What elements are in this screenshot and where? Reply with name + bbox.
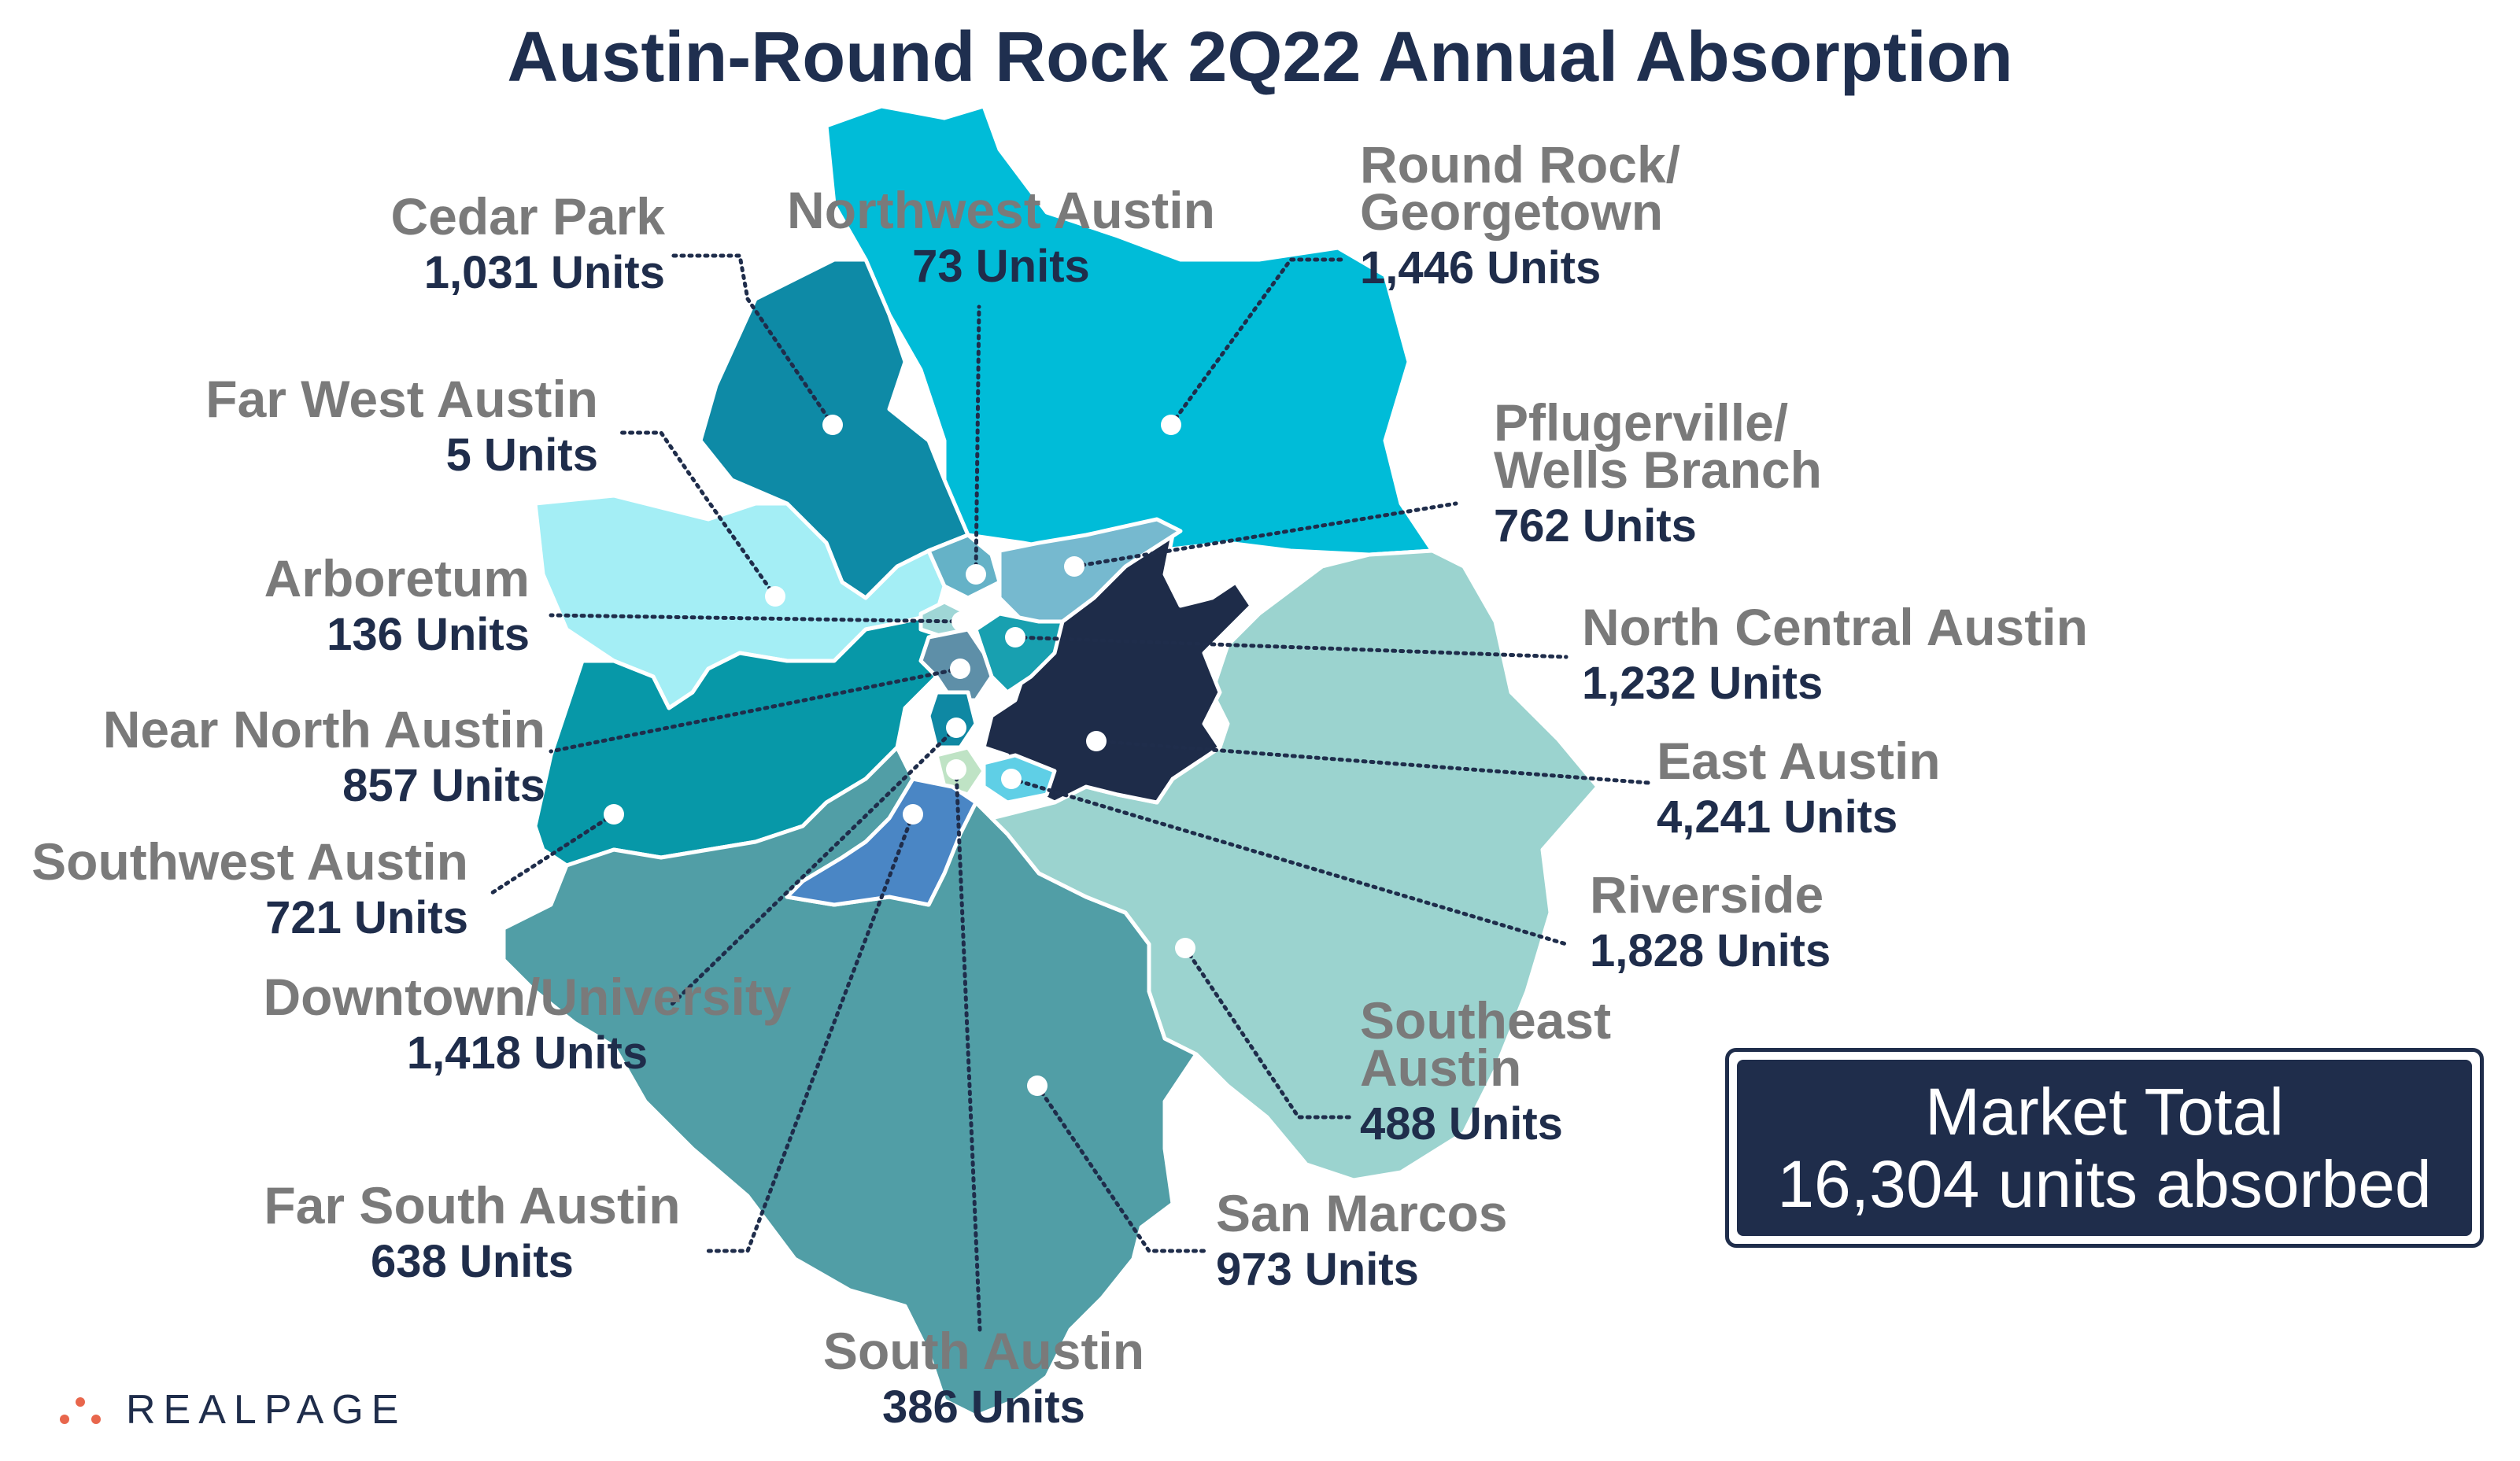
leader-line-cedar-park — [667, 253, 835, 427]
leader-line-near-north-austin — [549, 666, 963, 754]
submarket-units: 73 Units — [912, 241, 1090, 292]
submarket-name: Georgetown — [1360, 183, 1663, 241]
marker-far-west-austin — [765, 586, 785, 607]
market-total-box: Market Total 16,304 units absorbed — [1725, 1048, 2484, 1248]
marker-round-rock-georgetown — [1161, 415, 1181, 435]
leader-line-layer — [490, 253, 1651, 1332]
marker-east-austin — [1086, 731, 1107, 751]
submarket-name: Near North Austin — [103, 700, 545, 758]
submarket-units: 857 Units — [342, 760, 545, 811]
submarket-units: 1,031 Units — [424, 247, 665, 298]
submarket-name: San Marcos — [1216, 1184, 1507, 1242]
marker-south-austin — [946, 759, 966, 780]
submarket-name: Austin — [1360, 1039, 1521, 1097]
submarket-name: Far South Austin — [264, 1176, 680, 1234]
submarket-name: Downtown/University — [263, 968, 791, 1026]
leader-line-far-south-austin — [706, 812, 915, 1253]
submarket-name: North Central Austin — [1582, 598, 2088, 656]
submarket-name: Northwest Austin — [787, 181, 1215, 239]
submarket-units: 488 Units — [1360, 1098, 1563, 1149]
submarket-name: East Austin — [1657, 732, 1941, 790]
submarket-units: 386 Units — [882, 1382, 1085, 1433]
leader-line-northwest-austin — [974, 304, 981, 577]
leader-line-far-west-austin — [619, 430, 778, 599]
submarket-units: 1,446 Units — [1360, 242, 1601, 293]
leader-line-southeast-austin — [1183, 946, 1356, 1120]
marker-pflugerville-wells-branch — [1064, 556, 1084, 577]
realpage-logo: REALPAGE — [57, 1386, 406, 1433]
leader-line-arboretum — [549, 613, 964, 624]
marker-san-marcos — [1027, 1075, 1048, 1096]
submarket-units: 1,418 Units — [407, 1027, 648, 1079]
leader-line-san-marcos — [1035, 1083, 1210, 1253]
marker-riverside — [1001, 769, 1022, 789]
submarket-name: Southwest Austin — [31, 832, 468, 891]
region-southeast-austin — [989, 548, 1600, 1182]
submarket-name: Wells Branch — [1494, 441, 1822, 499]
leader-line-east-austin — [1094, 739, 1651, 785]
marker-southwest-austin — [604, 804, 624, 825]
market-total-panel: Market Total 16,304 units absorbed — [1737, 1060, 2472, 1236]
leader-line-southwest-austin — [490, 812, 616, 895]
marker-cedar-park — [822, 415, 843, 435]
submarket-units: 136 Units — [327, 609, 530, 660]
submarket-units: 721 Units — [265, 892, 468, 943]
marker-arboretum — [951, 611, 972, 632]
logo-wordmark: REALPAGE — [126, 1387, 407, 1433]
submarket-name: Far West Austin — [205, 370, 598, 428]
submarket-name: Pflugerville/ — [1494, 393, 1788, 452]
submarket-units: 1,232 Units — [1582, 658, 1823, 709]
leader-line-north-central-austin — [1013, 635, 1569, 659]
logo-dots-icon — [60, 1397, 101, 1424]
marker-southeast-austin — [1175, 938, 1195, 958]
map-title: Austin-Round Rock 2Q22 Annual Absorption — [507, 18, 2013, 97]
submarket-name: Riverside — [1590, 865, 1823, 924]
market-total-value: 16,304 units absorbed — [1777, 1147, 2432, 1221]
submarket-units: 638 Units — [371, 1236, 574, 1287]
region-pflugerville-wells-branch — [997, 517, 1183, 624]
submarket-name: South Austin — [823, 1322, 1144, 1380]
leader-line-downtown-university — [667, 725, 959, 1009]
marker-north-central-austin — [1005, 627, 1025, 647]
leader-line-south-austin — [954, 767, 982, 1332]
marker-layer — [604, 415, 1195, 1096]
market-total-title: Market Total — [1925, 1075, 2284, 1149]
submarket-units: 1,828 Units — [1590, 925, 1831, 976]
marker-near-north-austin — [950, 659, 970, 679]
leader-line-pflugerville-wells-branch — [1072, 501, 1458, 569]
submarket-name: Cedar Park — [390, 187, 665, 245]
submarket-name: Round Rock/ — [1360, 135, 1680, 194]
leader-line-riverside — [1009, 777, 1569, 946]
submarket-units: 4,241 Units — [1657, 791, 1897, 843]
submarket-units: 762 Units — [1494, 500, 1697, 552]
marker-northwest-austin — [966, 564, 986, 585]
marker-far-south-austin — [903, 804, 923, 825]
leader-line-round-rock-georgetown — [1169, 257, 1348, 427]
region-far-south-austin — [785, 777, 978, 907]
marker-downtown-university — [946, 718, 966, 738]
submarket-name: Arboretum — [264, 549, 530, 607]
submarket-name: Southeast — [1360, 991, 1611, 1050]
submarket-units: 5 Units — [446, 430, 598, 481]
submarket-units: 973 Units — [1216, 1244, 1419, 1295]
